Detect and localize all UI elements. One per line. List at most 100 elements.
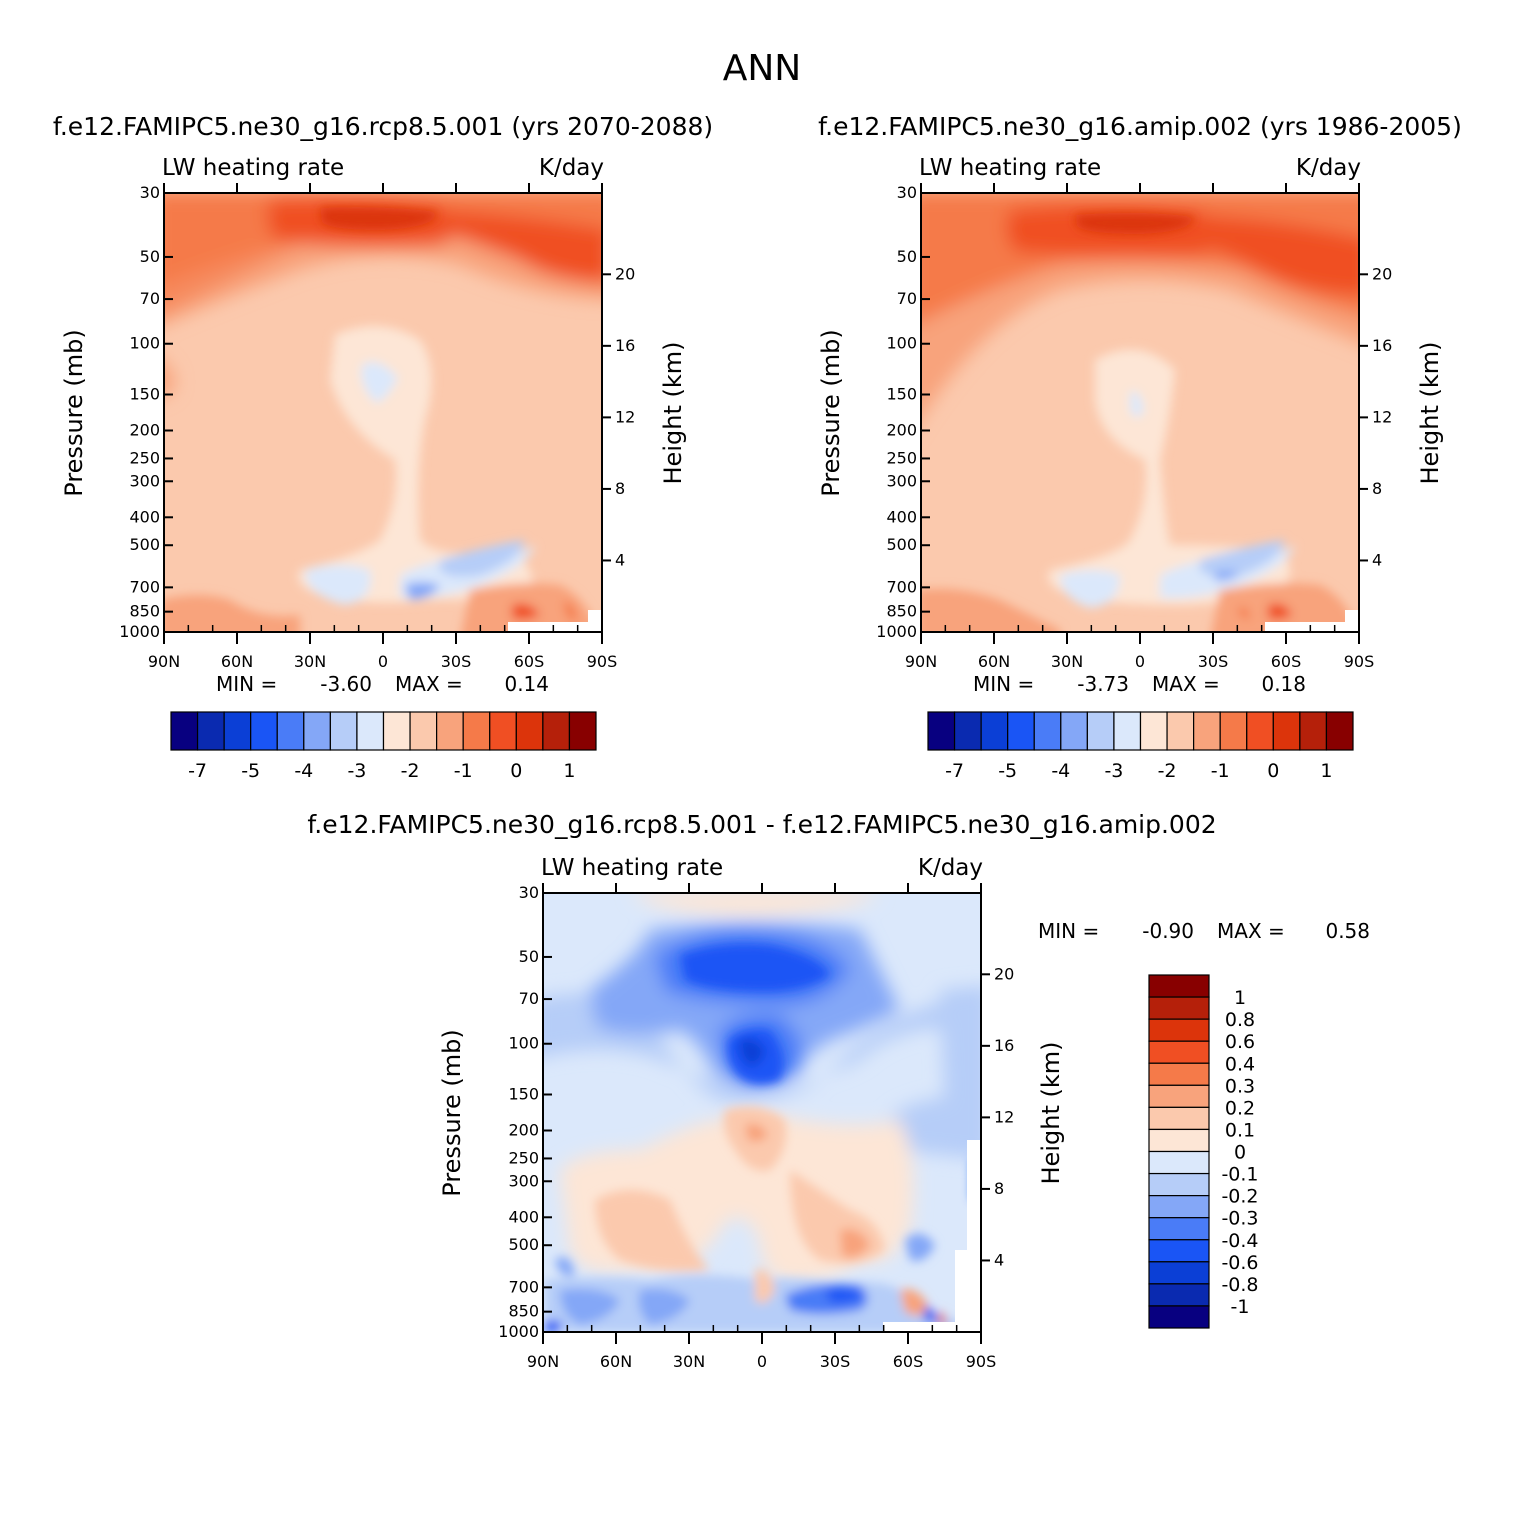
latitude-tick-label: 90S	[1344, 652, 1375, 671]
pressure-tick-label: 100	[508, 1034, 539, 1053]
latitude-tick-label: 60N	[600, 1352, 632, 1371]
colorbar-label: 1	[1234, 987, 1246, 1009]
height-tick-label: 8	[1372, 479, 1382, 498]
x-ticks: 90N 60N 30N 0 30S 60S 90S	[148, 183, 617, 671]
colorbar-swatch	[1166, 711, 1195, 751]
colorbar-label: 0.8	[1225, 1009, 1255, 1031]
y-axis-label: Pressure (mb)	[438, 1029, 466, 1196]
colorbar-label: 0	[1234, 1142, 1246, 1164]
colorbar-swatch	[927, 711, 956, 751]
pressure-tick-label: 1000	[119, 622, 160, 641]
colorbar-label: 1	[563, 760, 575, 782]
colorbar-label: 0.4	[1225, 1053, 1255, 1075]
colorbar-label: 0.6	[1225, 1031, 1255, 1053]
latitude-tick-label: 90S	[966, 1352, 997, 1371]
pressure-tick-label: 400	[508, 1207, 539, 1226]
colorbar-label: 1	[1320, 760, 1332, 782]
colorbar-swatch	[1148, 996, 1210, 1020]
colorbar-label: -3	[347, 760, 366, 782]
colorbar-label: -7	[945, 760, 964, 782]
pressure-tick-label: 1000	[498, 1322, 539, 1341]
colorbar-swatch	[953, 711, 982, 751]
latitude-tick-label: 30S	[441, 652, 472, 671]
colorbar-swatch	[1246, 711, 1274, 751]
contour-field	[164, 193, 602, 632]
colorbar-swatch	[1086, 711, 1115, 751]
colorbar-swatch	[409, 711, 438, 751]
y-ticks-right: 20 16 12 8 4	[602, 264, 635, 569]
y-axis-label-right: Height (km)	[1416, 342, 1444, 485]
colorbar-label: -7	[188, 760, 207, 782]
colorbar-swatch	[1148, 1217, 1210, 1241]
pressure-tick-label: 1000	[876, 622, 917, 641]
min-label: MIN =	[216, 672, 277, 696]
colorbar-swatch	[1299, 711, 1328, 751]
panel-difference: f.e12.FAMIPC5.ne30_g16.rcp8.5.001 - f.e1…	[307, 810, 1370, 1371]
pressure-tick-label: 100	[886, 334, 917, 353]
latitude-tick-label: 30N	[673, 1352, 705, 1371]
pressure-tick-label: 700	[508, 1277, 539, 1296]
colorbar-swatch	[223, 711, 252, 751]
x-ticks: 90N 60N 30N 0 30S 60S 90S	[905, 183, 1374, 671]
colorbar-label: -3	[1104, 760, 1123, 782]
colorbar-label: -2	[401, 760, 420, 782]
y-ticks-right: 20 16 12 8 4	[1359, 264, 1392, 569]
contour-field	[543, 893, 981, 1332]
panel-rcp85: f.e12.FAMIPC5.ne30_g16.rcp8.5.001 (yrs 2…	[53, 112, 713, 782]
pressure-tick-label: 30	[140, 183, 160, 202]
colorbar-swatch	[303, 711, 331, 751]
latitude-tick-label: 60S	[893, 1352, 924, 1371]
panel-title: f.e12.FAMIPC5.ne30_g16.rcp8.5.001 (yrs 2…	[53, 112, 713, 141]
colorbar-label: -0.3	[1221, 1208, 1258, 1230]
colorbar-swatch	[1148, 1305, 1210, 1329]
panel-amip: f.e12.FAMIPC5.ne30_g16.amip.002 (yrs 198…	[817, 112, 1462, 782]
colorbar-swatch	[1193, 711, 1221, 751]
colorbar-swatch	[1272, 711, 1301, 751]
colorbar-swatch	[196, 711, 225, 751]
colorbar: -7 -5 -4 -3 -2 -1 0 1	[170, 711, 597, 782]
pressure-tick-label: 300	[129, 471, 160, 490]
colorbar-swatch	[1148, 1195, 1210, 1219]
variable-label: LW heating rate	[162, 155, 344, 181]
min-value: -0.90	[1142, 919, 1194, 943]
latitude-tick-label: 30S	[1198, 652, 1229, 671]
y-axis-label-right: Height (km)	[659, 342, 687, 485]
max-label: MAX =	[1217, 919, 1285, 943]
pressure-tick-label: 250	[129, 448, 160, 467]
pressure-tick-label: 50	[897, 247, 917, 266]
colorbar-swatch	[250, 711, 278, 751]
pressure-tick-label: 400	[886, 507, 917, 526]
colorbar-label: -5	[241, 760, 260, 782]
pressure-tick-label: 100	[129, 334, 160, 353]
colorbar-swatch	[462, 711, 491, 751]
latitude-tick-label: 30N	[1051, 652, 1083, 671]
pressure-tick-label: 400	[129, 507, 160, 526]
panel-title: f.e12.FAMIPC5.ne30_g16.rcp8.5.001 - f.e1…	[307, 810, 1216, 839]
height-tick-label: 8	[615, 479, 625, 498]
y-ticks-right: 20 16 12 8 4	[981, 964, 1014, 1269]
max-value: 0.14	[504, 672, 549, 696]
colorbar-swatch	[382, 711, 411, 751]
colorbar-swatch	[1148, 1283, 1210, 1307]
pressure-tick-label: 200	[886, 421, 917, 440]
units-label: K/day	[539, 155, 604, 181]
latitude-tick-label: 30S	[820, 1352, 851, 1371]
height-tick-label: 16	[1372, 336, 1392, 355]
colorbar-label: -1	[1211, 760, 1230, 782]
colorbar-label: -0.2	[1221, 1186, 1258, 1208]
pressure-tick-label: 500	[508, 1235, 539, 1254]
min-value: -3.60	[320, 672, 372, 696]
colorbar-swatch	[1148, 1239, 1210, 1263]
colorbar-label: 0	[510, 760, 522, 782]
height-tick-label: 4	[994, 1250, 1004, 1269]
min-label: MIN =	[1038, 919, 1099, 943]
units-label: K/day	[1296, 155, 1361, 181]
height-tick-label: 4	[615, 550, 625, 569]
latitude-tick-label: 60S	[1271, 652, 1302, 671]
pressure-tick-label: 250	[886, 448, 917, 467]
colorbar-label: 0.1	[1225, 1119, 1255, 1141]
min-value: -3.73	[1077, 672, 1129, 696]
latitude-tick-label: 60S	[514, 652, 545, 671]
max-value: 0.58	[1325, 919, 1370, 943]
colorbar-label: -0.8	[1221, 1274, 1258, 1296]
